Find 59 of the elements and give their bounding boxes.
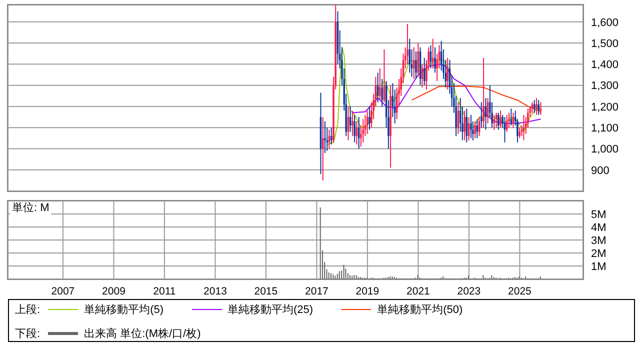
candlestick <box>362 118 364 143</box>
x-tick-label: 2015 <box>254 285 278 298</box>
candlestick <box>446 57 448 90</box>
candlestick <box>536 98 538 116</box>
x-tick-label: 2017 <box>305 285 329 298</box>
candlestick <box>324 120 326 154</box>
y-tick-label: 1M <box>591 260 606 273</box>
candlestick <box>474 120 476 139</box>
candlestick <box>322 116 324 181</box>
candlestick <box>379 68 381 101</box>
y-tick-label: 1,500 <box>591 38 619 50</box>
y-tick-label: 5M <box>591 208 606 221</box>
candlestick <box>493 114 496 130</box>
candlestick <box>330 127 332 145</box>
y-tick-label: 4M <box>591 222 606 234</box>
y-tick-label: 900 <box>591 164 610 177</box>
y-tick-label: 1,100 <box>591 122 619 134</box>
legend-label: 単純移動平均(5) <box>84 302 164 316</box>
candlestick <box>482 57 484 128</box>
candlestick <box>406 24 408 65</box>
candlestick <box>415 51 417 80</box>
y-tick-label: 2M <box>591 248 606 260</box>
y-tick-label: 1,300 <box>591 80 619 92</box>
candlestick <box>510 108 512 126</box>
x-tick-label: 2011 <box>153 285 176 298</box>
candlestick <box>480 102 482 128</box>
legend-label: 単純移動平均(25) <box>228 302 314 316</box>
legend-label: 単純移動平均(50) <box>377 302 463 316</box>
y-tick-label: 1,400 <box>591 59 619 72</box>
x-tick-label: 2009 <box>102 285 126 298</box>
line-series <box>411 86 542 114</box>
candlestick <box>538 100 540 116</box>
y-tick-label: 1,000 <box>591 144 619 156</box>
x-tick-label: 2013 <box>204 285 228 298</box>
y-tick-label: 3M <box>591 234 606 247</box>
legend-label: 出来高 単位:(M株/口/枚) <box>84 326 201 340</box>
x-tick-label: 2019 <box>356 285 380 298</box>
line-series <box>326 46 542 145</box>
candlestick <box>381 78 383 107</box>
x-tick-label: 2021 <box>406 285 430 298</box>
candlestick <box>470 114 472 139</box>
legend-title: 下段: <box>15 326 40 340</box>
candlestick <box>434 46 436 74</box>
x-tick-label: 2023 <box>457 285 481 298</box>
y-tick-label: 1,200 <box>591 101 619 114</box>
candlestick <box>518 127 520 139</box>
x-tick-label: 2025 <box>508 285 532 298</box>
candlestick <box>464 110 466 141</box>
x-tick-label: 2007 <box>51 285 75 298</box>
legend-title: 上段: <box>15 302 40 316</box>
candlestick <box>368 106 370 130</box>
y-tick-label: 1,600 <box>591 16 619 29</box>
candlestick <box>500 110 502 128</box>
candlestick <box>417 42 419 78</box>
annotation: 単位: M <box>10 202 52 215</box>
candlestick <box>413 46 415 80</box>
candlestick <box>352 110 354 137</box>
candlestick <box>354 114 356 143</box>
candlestick <box>508 112 510 128</box>
